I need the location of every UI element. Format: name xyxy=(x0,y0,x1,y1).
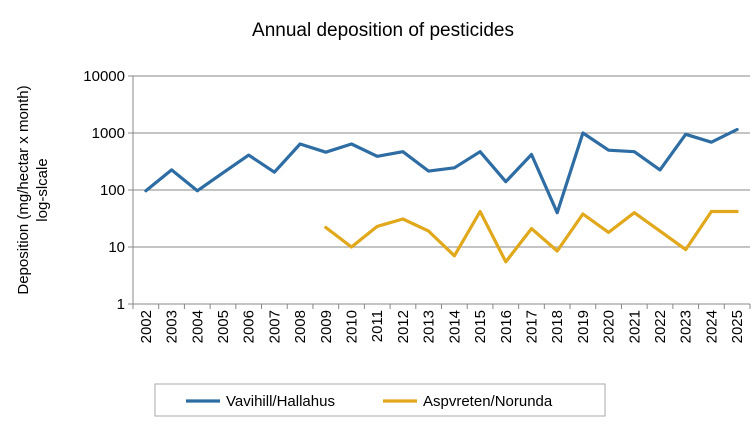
axes: 10000 1000 100 10 1 2002 2003 2004 2005 2006 2007 2… xyxy=(83,68,751,343)
x-tick-label: 2024 xyxy=(703,310,720,343)
x-tick-label: 2019 xyxy=(575,310,592,343)
series-lines xyxy=(144,127,739,264)
y-axis-label-scale-note: log-slcale xyxy=(34,158,51,221)
legend-label: Aspvreten/Norunda xyxy=(423,393,553,410)
y-tick-label: 1 xyxy=(117,296,125,313)
x-tick-label: 2010 xyxy=(344,310,361,343)
x-tick-label: 2013 xyxy=(421,310,438,343)
y-tick-label: 10000 xyxy=(83,68,125,85)
legend-box xyxy=(154,383,606,417)
legend-label: Vavihill/Hallahus xyxy=(226,393,335,410)
x-tick-label: 2005 xyxy=(215,310,232,343)
x-tick-label: 2016 xyxy=(498,310,515,343)
x-tick-label: 2018 xyxy=(549,310,566,343)
y-axis-label: Deposition (mg/hectar x month) xyxy=(15,85,32,294)
x-tick-label: 2011 xyxy=(369,310,386,342)
y-tick-label: 100 xyxy=(100,182,125,199)
x-tick-label: 2025 xyxy=(729,310,746,343)
x-tick-label: 2014 xyxy=(446,310,463,343)
x-tick-label: 2012 xyxy=(395,310,412,343)
y-tick-label: 10 xyxy=(108,239,125,256)
x-tick-label: 2015 xyxy=(472,310,489,343)
x-tick-label: 2008 xyxy=(292,310,309,343)
x-tick-label: 2002 xyxy=(138,310,155,343)
x-tick-label: 2006 xyxy=(241,310,258,343)
x-tick-label: 2009 xyxy=(318,310,335,343)
gridlines xyxy=(133,75,750,248)
x-tick-label: 2020 xyxy=(601,310,618,343)
x-tick-label: 2021 xyxy=(626,310,643,343)
x-tick-label: 2003 xyxy=(164,310,181,343)
chart-title: Annual deposition of pesticides xyxy=(252,20,514,41)
x-tick-label: 2017 xyxy=(523,310,540,343)
y-tick-label: 1000 xyxy=(92,125,125,142)
series-line-2 xyxy=(324,209,739,264)
legend: Vavihill/Hallahus Aspvreten/Norunda xyxy=(154,383,606,417)
series-line-1 xyxy=(144,127,739,215)
x-tick-label: 2022 xyxy=(652,310,669,343)
x-tick-label: 2023 xyxy=(678,310,695,343)
x-tick-label: 2007 xyxy=(266,310,283,343)
x-tick-label: 2004 xyxy=(189,310,206,343)
